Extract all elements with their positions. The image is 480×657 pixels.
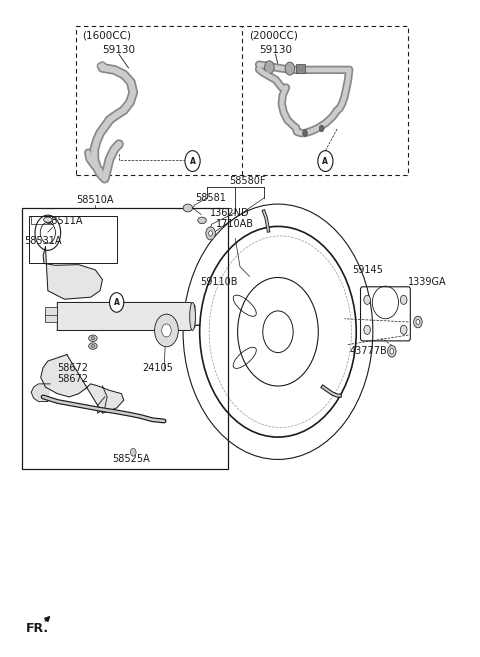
Circle shape: [390, 349, 394, 354]
Polygon shape: [31, 384, 50, 401]
Circle shape: [264, 60, 274, 74]
Text: 59130: 59130: [103, 45, 135, 55]
Text: 58581: 58581: [195, 193, 226, 203]
Circle shape: [318, 150, 333, 171]
Text: 1710AB: 1710AB: [216, 219, 254, 229]
Text: 58525A: 58525A: [112, 454, 150, 464]
Circle shape: [162, 324, 171, 337]
Text: 59130: 59130: [259, 45, 292, 55]
Circle shape: [387, 346, 396, 357]
Circle shape: [364, 325, 371, 334]
Text: 1339GA: 1339GA: [408, 277, 447, 286]
Polygon shape: [57, 302, 195, 330]
Bar: [22, 208, 228, 468]
Text: 58511A: 58511A: [46, 216, 83, 226]
Text: 58531A: 58531A: [24, 236, 61, 246]
Text: A: A: [190, 156, 195, 166]
Bar: [296, 64, 305, 73]
Text: A: A: [114, 298, 120, 307]
Circle shape: [131, 448, 136, 456]
Circle shape: [319, 125, 324, 132]
Circle shape: [302, 130, 307, 136]
Circle shape: [414, 316, 422, 328]
Ellipse shape: [89, 335, 97, 342]
Bar: [76, 26, 408, 175]
Circle shape: [416, 319, 420, 325]
Circle shape: [155, 314, 179, 347]
Circle shape: [185, 150, 200, 171]
Circle shape: [364, 295, 371, 304]
Circle shape: [400, 325, 407, 334]
Text: 58580F: 58580F: [229, 176, 265, 187]
Text: 59145: 59145: [353, 265, 384, 275]
Text: 59110B: 59110B: [200, 277, 238, 286]
Circle shape: [109, 292, 124, 312]
Ellipse shape: [190, 302, 195, 330]
Ellipse shape: [91, 344, 95, 348]
Polygon shape: [97, 386, 107, 413]
Circle shape: [209, 231, 213, 236]
Bar: [46, 307, 57, 315]
Ellipse shape: [198, 217, 206, 223]
Polygon shape: [41, 355, 124, 413]
Circle shape: [285, 62, 295, 75]
Bar: [46, 314, 57, 322]
Text: 58510A: 58510A: [76, 194, 114, 204]
Text: 24105: 24105: [143, 363, 174, 373]
Text: (1600CC): (1600CC): [83, 30, 132, 40]
Ellipse shape: [91, 336, 95, 340]
Circle shape: [206, 227, 216, 240]
Text: FR.: FR.: [25, 622, 48, 635]
Text: (2000CC): (2000CC): [250, 30, 299, 40]
Polygon shape: [43, 247, 102, 299]
Text: 58672: 58672: [57, 374, 88, 384]
Text: 43777B: 43777B: [349, 346, 387, 356]
Ellipse shape: [44, 217, 52, 222]
Ellipse shape: [183, 204, 192, 212]
Text: A: A: [323, 156, 328, 166]
Text: 1362ND: 1362ND: [210, 208, 250, 217]
Text: 58672: 58672: [57, 363, 88, 373]
Ellipse shape: [89, 343, 97, 350]
Circle shape: [400, 295, 407, 304]
Bar: [29, 216, 117, 263]
